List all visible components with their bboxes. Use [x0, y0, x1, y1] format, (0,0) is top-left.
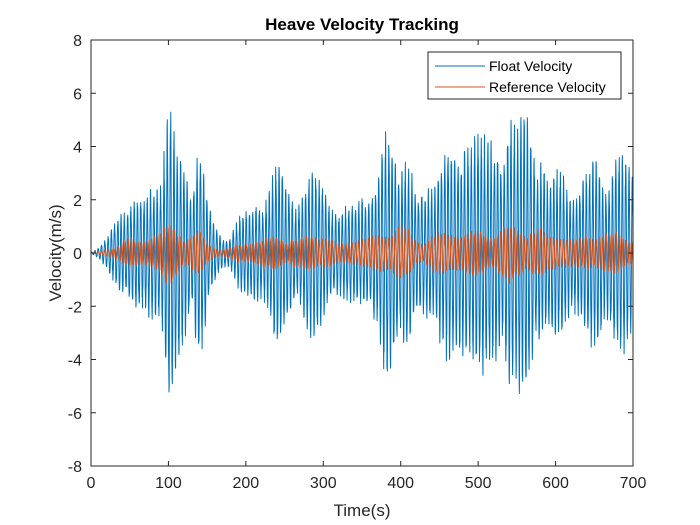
y-axis: -8 -6 -4 -2 0 2 4 6 8	[68, 33, 633, 476]
y-tick-label: -8	[68, 459, 82, 476]
series-layer	[91, 111, 633, 395]
legend-entry-label: Reference Velocity	[489, 79, 606, 95]
x-tick-label: 300	[310, 475, 337, 492]
x-tick-label: 0	[87, 475, 96, 492]
y-tick-label: 6	[73, 86, 82, 103]
series-line-float-velocity	[91, 111, 633, 395]
x-tick-label: 400	[387, 475, 414, 492]
chart-title: Heave Velocity Tracking	[265, 15, 459, 34]
x-tick-label: 700	[620, 475, 647, 492]
y-tick-label: 2	[73, 193, 82, 210]
legend-entry-label: Float Velocity	[489, 58, 572, 74]
x-tick-label: 200	[233, 475, 260, 492]
x-tick-label: 100	[155, 475, 182, 492]
y-tick-label: -6	[68, 406, 82, 423]
legend[interactable]: Float Velocity Reference Velocity	[427, 51, 622, 100]
x-axis-title: Time(s)	[334, 501, 391, 520]
y-tick-label: -2	[68, 299, 82, 316]
y-tick-label: -4	[68, 353, 82, 370]
x-axis: 0 100 200 300 400 500 600 700	[87, 40, 647, 492]
y-tick-label: 8	[73, 33, 82, 50]
series-line-reference-velocity	[91, 223, 633, 285]
plot-area	[90, 39, 634, 467]
legend-box	[427, 51, 622, 100]
x-tick-label: 600	[542, 475, 569, 492]
y-tick-label: 4	[73, 140, 82, 157]
x-tick-label: 500	[465, 475, 492, 492]
y-axis-title: Velocity(m/s)	[46, 204, 65, 301]
y-tick-label: 0	[73, 246, 82, 263]
